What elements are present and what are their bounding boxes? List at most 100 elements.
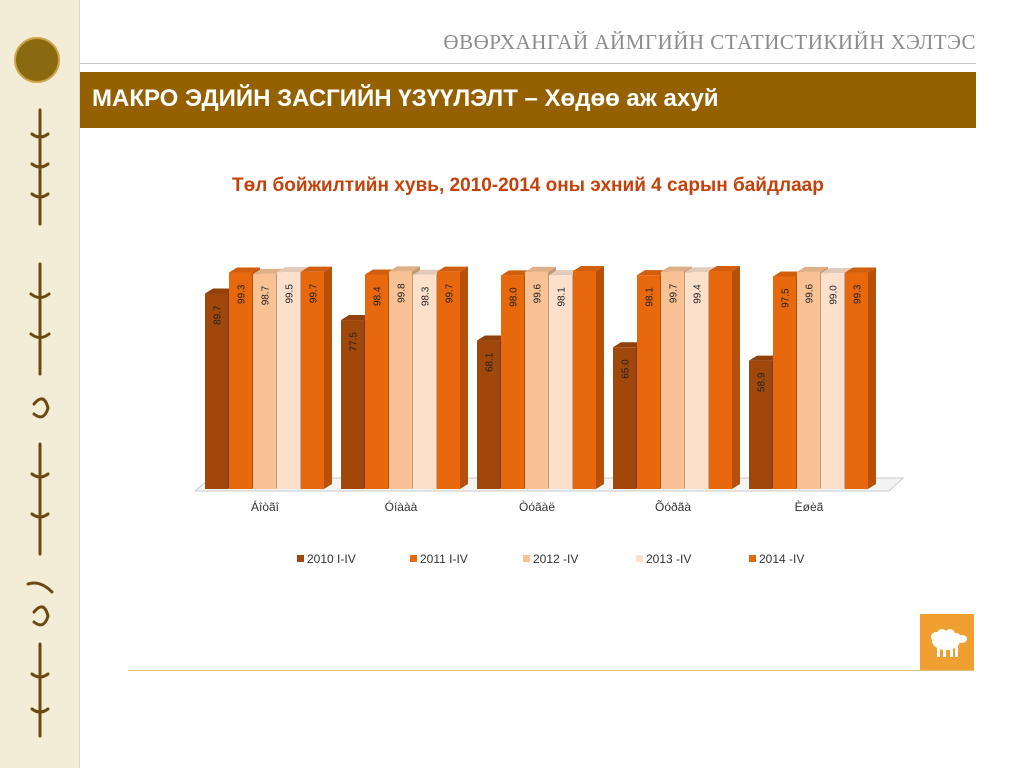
legend-swatch: [749, 555, 756, 562]
bar-top: [525, 266, 556, 272]
legend-swatch: [297, 555, 304, 562]
bar-top: [301, 266, 332, 272]
bar-side: [596, 266, 604, 489]
bar-top: [773, 271, 804, 277]
bar: [685, 272, 708, 489]
data-label: 58.9: [757, 372, 768, 392]
bar-top: [389, 266, 420, 272]
bar-top: [549, 270, 580, 276]
bar-top: [749, 355, 780, 361]
bar-top: [845, 267, 876, 273]
bar: [613, 347, 636, 489]
data-label: 99.7: [669, 283, 680, 303]
data-label: 99.4: [693, 284, 704, 304]
mongolian-script-decoration: [26, 108, 54, 738]
bar-top: [341, 315, 372, 321]
header-divider: [80, 63, 976, 64]
bar: [277, 272, 300, 489]
bar-top: [685, 267, 716, 273]
data-label: 99.0: [829, 285, 840, 305]
data-label: 99.7: [445, 283, 456, 303]
legend-label: 2011 I-IV: [420, 552, 468, 566]
bar: [437, 271, 460, 489]
organization-name: ӨВӨРХАНГАЙ АЙМГИЙН СТАТИСТИКИЙН ХЭЛТЭС: [443, 30, 976, 54]
bar-top: [637, 270, 668, 276]
data-label: 99.6: [533, 283, 544, 303]
category-label: Óíààà: [385, 499, 418, 514]
bar: [389, 271, 412, 489]
bar-top: [573, 266, 604, 271]
bar-side: [324, 266, 332, 489]
bar-side: [460, 266, 468, 489]
legend-label: 2012 -IV: [533, 552, 578, 566]
data-label: 97.5: [781, 288, 792, 308]
data-label: 99.8: [397, 283, 408, 303]
category-label: Õóðãà: [655, 499, 691, 514]
data-label: 77.5: [349, 332, 360, 352]
data-label: 99.3: [237, 284, 248, 304]
legend-label: 2010 I-IV: [307, 552, 356, 566]
bar-side: [868, 267, 876, 489]
legend-label: 2013 -IV: [646, 552, 691, 566]
data-label: 99.5: [285, 284, 296, 304]
bar-top: [253, 268, 284, 274]
sidebar-ornament: [0, 0, 80, 768]
bar-top: [229, 267, 260, 273]
statistics-emblem-icon: [14, 37, 60, 83]
bar: [253, 273, 276, 489]
bar-top: [661, 266, 692, 272]
bar: [301, 271, 324, 489]
bar: [797, 271, 820, 489]
data-label: 98.1: [557, 287, 568, 307]
bar: [661, 271, 684, 489]
data-label: 99.7: [309, 283, 320, 303]
category-label: Áîòãî: [251, 499, 280, 514]
data-label: 99.6: [805, 283, 816, 303]
sheep-icon-box: [920, 614, 974, 670]
legend-swatch: [636, 555, 643, 562]
bar: [549, 275, 572, 489]
bar: [365, 274, 388, 489]
bar: [573, 271, 596, 489]
bar-top: [437, 266, 468, 272]
bar-top: [413, 269, 444, 275]
data-label: 98.3: [421, 286, 432, 306]
data-label: 68.1: [485, 352, 496, 372]
data-label: 99.3: [853, 284, 864, 304]
bar-top: [477, 335, 508, 341]
category-label: Èøèã: [795, 499, 824, 514]
bar: [477, 340, 500, 489]
title-banner: МАКРО ЭДИЙН ЗАСГИЙН ҮЗҮҮЛЭЛТ – Хөдөө аж …: [80, 72, 976, 128]
data-label: 89.7: [213, 305, 224, 325]
data-label: 98.4: [373, 286, 384, 306]
chart-title: Төл бойжилтийн хувь, 2010-2014 оны эхний…: [232, 175, 824, 196]
bar-top: [709, 266, 740, 271]
bar: [821, 273, 844, 489]
bar: [845, 272, 868, 489]
bar: [205, 293, 228, 489]
bar-top: [205, 288, 236, 294]
bar-top: [613, 342, 644, 348]
bar-top: [365, 269, 396, 275]
bar: [749, 360, 772, 489]
bar-top: [821, 268, 852, 274]
bar-top: [277, 267, 308, 273]
data-label: 98.7: [261, 285, 272, 305]
category-label: Òóãàë: [519, 499, 555, 514]
data-label: 98.0: [509, 287, 520, 307]
bar: [501, 275, 524, 489]
bar: [709, 271, 732, 489]
page-title: МАКРО ЭДИЙН ЗАСГИЙН ҮЗҮҮЛЭЛТ – Хөдөө аж …: [92, 85, 719, 112]
footer-divider: [128, 670, 974, 671]
sheep-icon: [931, 629, 967, 657]
data-label: 65.0: [621, 359, 632, 379]
bar-top: [501, 270, 532, 276]
bar-side: [732, 266, 740, 489]
bar: [637, 275, 660, 489]
bar: [341, 320, 364, 489]
legend-label: 2014 -IV: [759, 552, 804, 566]
bar: [773, 276, 796, 489]
legend-swatch: [410, 555, 417, 562]
data-label: 98.1: [645, 287, 656, 307]
legend-swatch: [523, 555, 530, 562]
